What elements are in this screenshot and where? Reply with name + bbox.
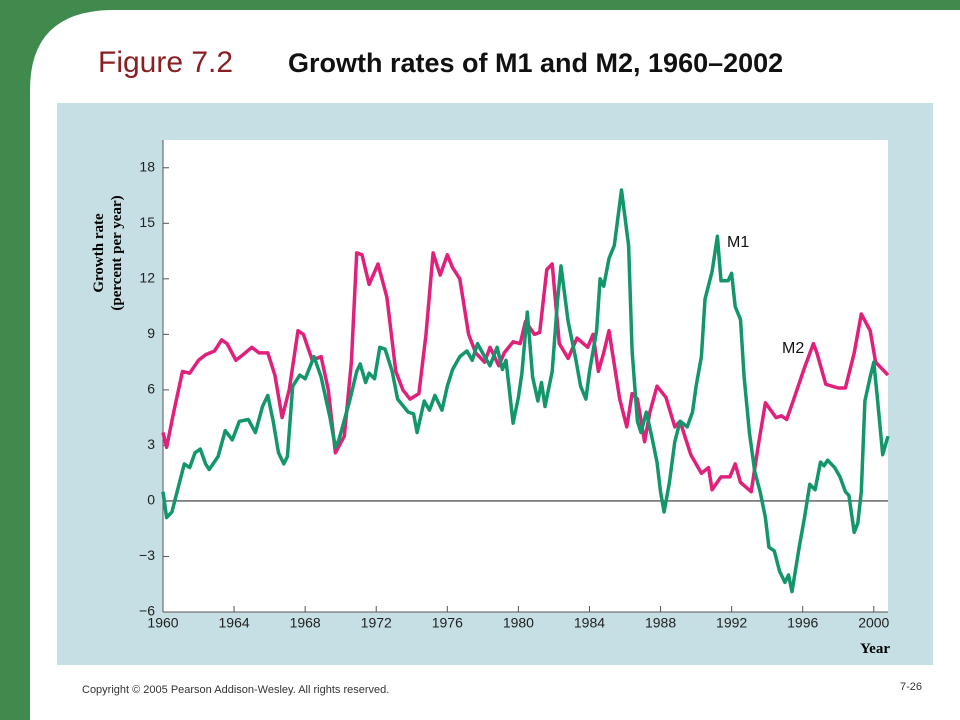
y-tick-label: 18 (139, 158, 155, 174)
x-tick-label: 1984 (574, 615, 605, 631)
y-tick-label: 0 (147, 492, 155, 508)
x-tick-label: 1960 (147, 615, 178, 631)
figure-label: Figure 7.2 (98, 46, 233, 79)
y-axis-label-line: (percent per year) (109, 195, 125, 310)
x-tick-label: 1988 (645, 615, 676, 631)
chart-title: Growth rates of M1 and M2, 1960–2002 (288, 48, 783, 78)
x-tick-label: 1992 (716, 615, 747, 631)
y-axis-label-line: Growth rate (91, 213, 107, 293)
page-number: 7-26 (900, 681, 922, 693)
x-axis-label: Year (860, 641, 890, 657)
y-tick-label: −3 (139, 547, 155, 563)
y-tick-label: 12 (139, 270, 155, 286)
copyright: Copyright © 2005 Pearson Addison-Wesley.… (82, 684, 389, 696)
y-tick-label: 15 (139, 214, 155, 230)
x-tick-label: 2000 (858, 615, 889, 631)
y-tick-label: 6 (147, 381, 155, 397)
x-tick-label: 1972 (361, 615, 392, 631)
series-line (161, 188, 890, 594)
series-annotation: M1 (727, 234, 749, 251)
x-tick-label: 1964 (219, 615, 250, 631)
x-tick-label: 1980 (503, 615, 534, 631)
y-tick-label: 9 (147, 325, 155, 341)
series-annotation: M2 (782, 340, 804, 357)
x-tick-label: 1976 (432, 615, 463, 631)
y-tick-label: 3 (147, 436, 155, 452)
y-tick-label: −6 (139, 603, 155, 619)
y-axis-label: Growth rate (percent per year) (91, 195, 125, 310)
plot-area (163, 140, 888, 612)
x-tick-label: 1996 (787, 615, 818, 631)
x-tick-label: 1968 (290, 615, 321, 631)
